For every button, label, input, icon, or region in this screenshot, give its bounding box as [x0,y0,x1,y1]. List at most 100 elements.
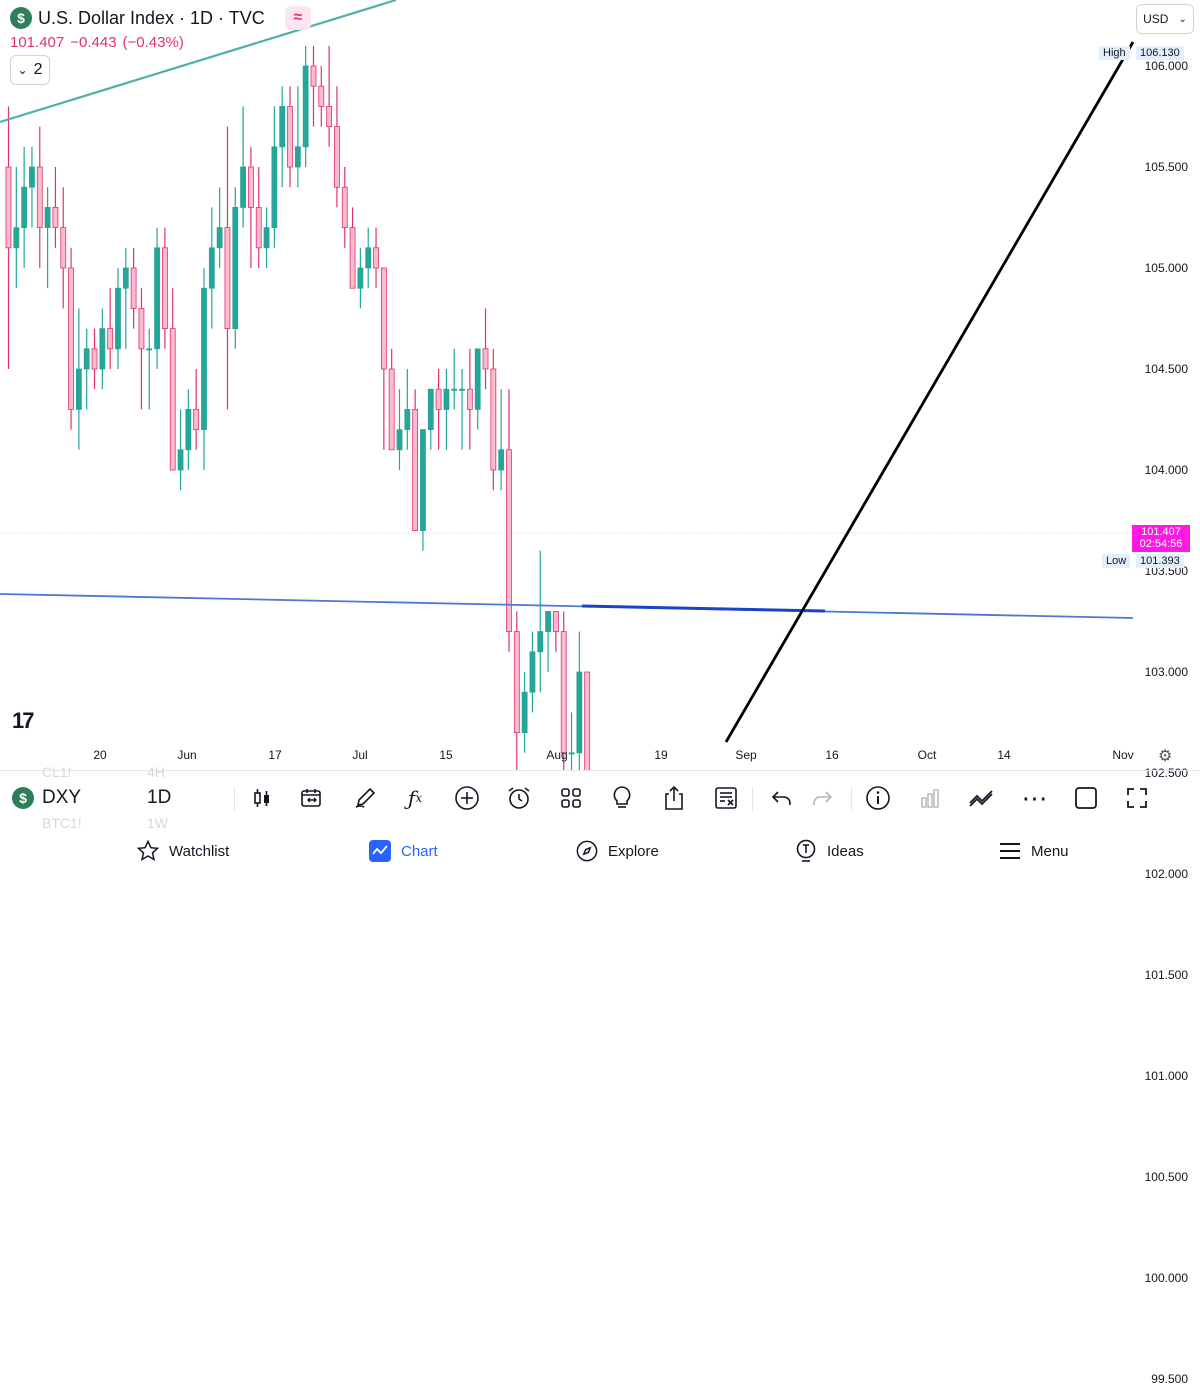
candle-body [380,267,387,370]
candle-body [420,429,426,532]
candle-body [443,388,450,410]
candle-body [427,388,434,431]
nav-menu[interactable]: Menu [999,840,1069,862]
candle-body [388,368,395,451]
square-icon[interactable] [1071,783,1101,813]
nav-label: Explore [608,842,659,860]
time-axis-label: 19 [654,748,668,762]
chevron-down-icon: ⌄ [1178,13,1187,25]
high-value: 106.130 [1136,46,1184,60]
toolbar-divider [234,787,235,811]
calendar-replay-icon[interactable] [297,783,327,813]
candle-body [537,631,544,653]
candle-body [177,449,184,471]
tradingview-logo[interactable]: 17 [12,708,35,733]
candles-icon[interactable] [247,783,277,813]
more-icon[interactable]: ⋯ [1021,782,1048,813]
symbol-title[interactable]: U.S. Dollar Index · 1D · TVC [38,7,265,28]
text-note-icon[interactable] [711,783,741,813]
symbol-header[interactable]: $ U.S. Dollar Index · 1D · TVC ≈ [10,6,311,30]
last-price-tag: 101.407 02:54:56 [1132,525,1190,552]
interval-selector[interactable]: 1D [147,787,172,808]
nav-ideas[interactable]: Ideas [795,839,864,862]
dollar-icon: $ [10,7,32,29]
undo-icon[interactable] [767,783,797,813]
candle-body [373,247,379,269]
candle-body [130,267,137,309]
candle-body [169,328,176,471]
candle-body [279,106,286,148]
bars-icon[interactable] [915,783,945,813]
indicators-count: 2 [33,61,43,78]
ghost-symbol: BTC1! [42,815,82,831]
candle-body [490,368,497,471]
candle-body [568,752,575,755]
candle-body [29,166,35,188]
candle-body [341,186,348,228]
last-price-tag-value: 101.407 [1141,526,1181,538]
settings-gear-icon[interactable]: ⚙ [1158,748,1173,765]
time-axis-label: Aug [546,748,568,762]
nav-explore[interactable]: Explore [576,840,659,862]
plus-circle-icon[interactable] [452,783,482,813]
candle-body [232,206,239,329]
brush-icon[interactable] [350,783,380,813]
compare-icon[interactable] [967,783,997,813]
nav-label: Chart [401,842,438,860]
time-axis-label: 17 [268,748,282,762]
nav-chart[interactable]: Chart [369,840,438,862]
ghost-interval: 4H [147,764,165,780]
candle-body [36,166,43,228]
price-axis-label: 102.000 [1144,867,1188,881]
alarm-icon[interactable] [504,783,534,813]
time-axis-label: Jul [352,748,368,762]
price-chart[interactable] [0,0,1200,770]
symbol-selector[interactable]: $ DXY [12,787,81,809]
candle-body [459,388,465,391]
price-axis-label: 105.000 [1144,261,1188,275]
fullscreen-icon[interactable] [1122,783,1152,813]
candle-body [122,267,129,289]
candle-body [451,388,458,391]
candle-body [326,106,333,128]
time-axis-label: 14 [997,748,1011,762]
candle-body [529,651,536,693]
candle-body [5,166,12,249]
info-icon[interactable] [863,783,893,813]
candle-body [310,65,317,87]
nav-watchlist[interactable]: Watchlist [137,840,229,862]
redo-icon[interactable] [807,783,837,813]
candle-body [44,206,51,228]
price-axis-label: 100.500 [1144,1170,1188,1184]
candle-body [91,348,98,370]
bottom-nav: Watchlist Chart Explore Ideas Menu [0,826,1200,879]
candle-body [404,408,411,430]
symbol-ticker: DXY [42,787,82,808]
chevron-down-icon: ⌄ [17,63,28,77]
lightbulb-icon[interactable] [607,783,637,813]
price-change-pct: (−0.43%) [122,34,184,51]
candle-body [83,348,90,370]
grid-icon[interactable] [556,783,586,813]
candle-body [240,166,247,208]
price-axis-label: 103.000 [1144,665,1188,679]
candle-body [482,348,489,370]
indicators-toggle-button[interactable]: ⌄ 2 [10,55,50,85]
wave-icon[interactable]: ≈ [284,6,311,30]
currency-select[interactable]: USD ⌄ [1136,4,1194,34]
price-axis-label: 101.000 [1144,1069,1188,1083]
share-icon[interactable] [659,783,689,813]
candle-body [107,328,114,350]
menu-icon [999,840,1021,862]
candle-body [365,247,372,269]
currency-value: USD [1143,12,1169,26]
candle-body [474,348,481,410]
candle-body [154,247,160,350]
support-line-highlight [581,604,826,613]
candle-body [521,691,528,734]
last-price: 101.407 [10,34,65,51]
price-axis-label: 101.500 [1144,968,1188,982]
